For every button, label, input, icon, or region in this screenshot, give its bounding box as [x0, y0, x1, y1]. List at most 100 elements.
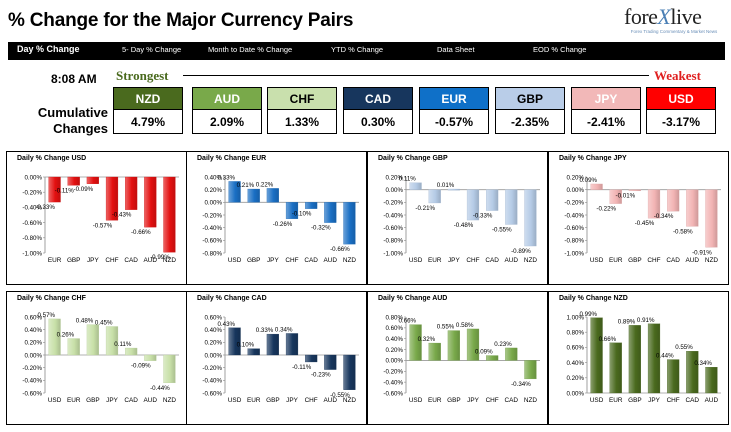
- x-tick-label: CHF: [486, 397, 499, 404]
- y-tick-label: -0.40%: [383, 379, 403, 386]
- bar: [447, 188, 460, 191]
- y-tick-label: -0.20%: [202, 212, 222, 219]
- currency-code: CHF: [268, 88, 336, 110]
- data-label: -0.23%: [311, 372, 331, 379]
- y-tick-label: -0.80%: [22, 235, 42, 242]
- x-tick-label: EUR: [609, 257, 623, 264]
- y-tick-label: -0.80%: [383, 238, 403, 245]
- bar: [486, 189, 499, 211]
- bar: [163, 354, 176, 384]
- data-label: -0.45%: [635, 220, 655, 227]
- x-tick-label: GBP: [247, 257, 261, 264]
- bar: [163, 176, 176, 253]
- x-tick-label: GBP: [67, 257, 81, 264]
- currency-box-gbp: GBP -2.35%: [495, 87, 565, 134]
- y-tick-label: 0.00%: [566, 187, 584, 194]
- y-tick-label: -0.80%: [564, 238, 584, 245]
- nav-ytd-change[interactable]: YTD % Change: [331, 45, 384, 54]
- chart-panel: Daily % Change NZD 1.00% 0.80% 0.60% 0.40% 0.…: [548, 291, 729, 425]
- y-tick-label: -0.20%: [383, 369, 403, 376]
- bar: [48, 318, 61, 356]
- chart-title: Daily % Change EUR: [197, 155, 267, 162]
- x-tick-label: AUD: [324, 257, 338, 264]
- x-tick-label: CAD: [485, 257, 499, 264]
- bar: [285, 202, 299, 219]
- data-label: 0.22%: [256, 181, 274, 188]
- x-tick-label: GBP: [628, 397, 642, 404]
- x-tick-label: AUD: [144, 257, 158, 264]
- y-tick-label: -0.40%: [22, 205, 42, 212]
- x-tick-label: USD: [409, 397, 423, 404]
- currency-cumulative-value: 1.33%: [268, 110, 336, 133]
- y-tick-label: 0.20%: [24, 340, 42, 347]
- nav-month-to-date[interactable]: Month to Date % Change: [208, 45, 293, 54]
- data-label: 0.33%: [256, 327, 274, 334]
- x-tick-label: JPY: [87, 257, 99, 264]
- y-tick-label: -1.00%: [383, 250, 403, 257]
- bar: [409, 324, 422, 361]
- bar: [144, 176, 157, 228]
- x-tick-label: NZD: [163, 257, 177, 264]
- bar: [428, 342, 441, 361]
- y-tick-label: -0.20%: [22, 365, 42, 372]
- bar: [144, 354, 157, 361]
- x-tick-label: CHF: [647, 257, 660, 264]
- chart-svg: 1.00% 0.80% 0.60% 0.40% 0.20% 0.00% 0.99% USD 0.…: [566, 311, 721, 404]
- chart-panel: Daily % Change GBP 0.20% 0.00% -0.20% -0.40%…: [367, 151, 548, 285]
- bar: [647, 323, 661, 394]
- y-tick-label: 0.00%: [566, 390, 584, 397]
- data-label: -0.48%: [454, 222, 474, 229]
- currency-code: JPY: [572, 88, 640, 110]
- bar: [609, 342, 622, 394]
- nav-5day-change[interactable]: 5- Day % Change: [122, 45, 182, 54]
- data-label: -0.44%: [150, 385, 170, 392]
- currency-box-aud: AUD 2.09%: [192, 87, 262, 134]
- bar: [228, 181, 241, 203]
- x-tick-label: AUD: [705, 397, 719, 404]
- x-tick-label: NZD: [343, 397, 357, 404]
- chart-svg: 0.80% 0.60% 0.40% 0.20% 0.00% -0.20% -0.40% -0.…: [383, 314, 540, 404]
- currency-box-usd: USD -3.17%: [646, 87, 716, 134]
- y-tick-label: 0.00%: [24, 174, 42, 181]
- nav-day-change[interactable]: Day % Change: [17, 44, 80, 54]
- forexlive-logo[interactable]: foreXlive Forex Trading Commentary & Mar…: [624, 6, 724, 40]
- data-label: 0.21%: [237, 182, 255, 189]
- x-tick-label: CAD: [124, 257, 138, 264]
- bar: [667, 189, 680, 212]
- data-label: 0.32%: [418, 336, 436, 343]
- cumulative-label-line1: Cumulative: [37, 105, 108, 120]
- chart-title: Daily % Change NZD: [559, 295, 628, 302]
- y-tick-label: 0.60%: [204, 314, 222, 321]
- data-label: -0.10%: [292, 211, 312, 218]
- y-tick-label: -0.80%: [202, 250, 222, 257]
- data-label: -0.34%: [511, 381, 531, 388]
- currency-code: AUD: [193, 88, 261, 110]
- currency-box-eur: EUR -0.57%: [419, 87, 489, 134]
- bar: [466, 189, 480, 221]
- currency-cumulative-value: -3.17%: [647, 110, 715, 133]
- y-tick-label: 0.60%: [566, 345, 584, 352]
- y-tick-label: -0.40%: [202, 378, 222, 385]
- bar: [305, 202, 318, 209]
- bar: [125, 176, 138, 210]
- y-tick-label: 0.40%: [385, 336, 403, 343]
- bar: [590, 317, 603, 394]
- nav-data-sheet[interactable]: Data Sheet: [437, 45, 475, 54]
- currency-cumulative-value: -2.35%: [496, 110, 564, 133]
- y-tick-label: -0.40%: [202, 225, 222, 232]
- data-label: -0.57%: [93, 222, 113, 229]
- data-label: 0.33%: [217, 174, 235, 181]
- nav-eod-change[interactable]: EOD % Change: [533, 45, 587, 54]
- chart-panel: Daily % Change EUR 0.40% 0.20% 0.00% -0.20% -…: [186, 151, 367, 285]
- data-label: 0.11%: [399, 176, 417, 183]
- bar: [105, 326, 119, 356]
- y-tick-label: -0.60%: [383, 390, 403, 397]
- bar: [409, 182, 422, 190]
- data-label: 0.34%: [694, 360, 712, 367]
- currency-box-cad: CAD 0.30%: [343, 87, 413, 134]
- bar: [486, 355, 499, 361]
- x-tick-label: CAD: [505, 397, 519, 404]
- y-tick-label: 0.40%: [204, 327, 222, 334]
- chart-svg: 0.00% -0.20% -0.40% -0.60% -0.80% -1.00% -0.33…: [22, 174, 179, 264]
- data-label: -0.58%: [673, 228, 693, 235]
